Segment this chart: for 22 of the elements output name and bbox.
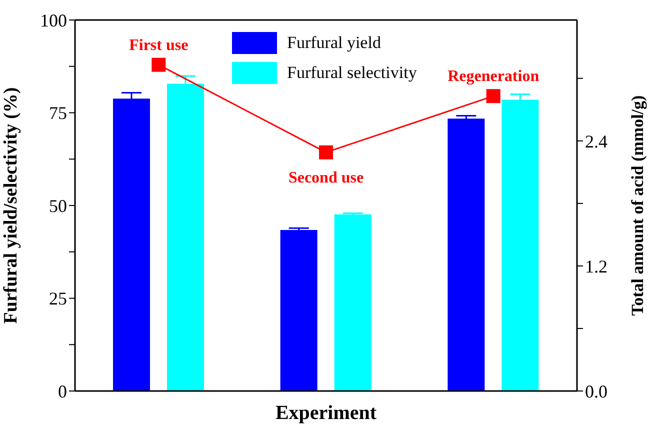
y2-tick-label: 2.4 — [585, 131, 608, 152]
annotation: Second use — [288, 169, 364, 186]
bar — [448, 118, 485, 391]
annotation: First use — [129, 36, 188, 54]
legend-label: Furfural selectivity — [287, 63, 417, 83]
y2-axis-title: Total amount of acid (mmol/g) — [628, 95, 648, 316]
y-tick-label: 0 — [58, 381, 67, 402]
y2-tick-label: 1.2 — [585, 256, 608, 276]
legend-label: Furfural yield — [287, 33, 381, 53]
y-tick-label: 50 — [49, 196, 67, 216]
y-tick-label: 25 — [49, 288, 67, 309]
point — [486, 89, 500, 104]
y-axis-title: Furfural yield/selectivity (%) — [0, 87, 22, 324]
point — [319, 145, 333, 160]
annotation: Regeneration — [448, 68, 540, 86]
bar — [334, 214, 372, 391]
y2-tick-label: 0.0 — [585, 381, 608, 402]
y-tick-label: 100 — [40, 10, 67, 30]
y-tick-label: 75 — [49, 103, 67, 124]
x-axis-title: Experiment — [275, 402, 377, 424]
point — [152, 58, 166, 72]
bar — [280, 230, 318, 391]
